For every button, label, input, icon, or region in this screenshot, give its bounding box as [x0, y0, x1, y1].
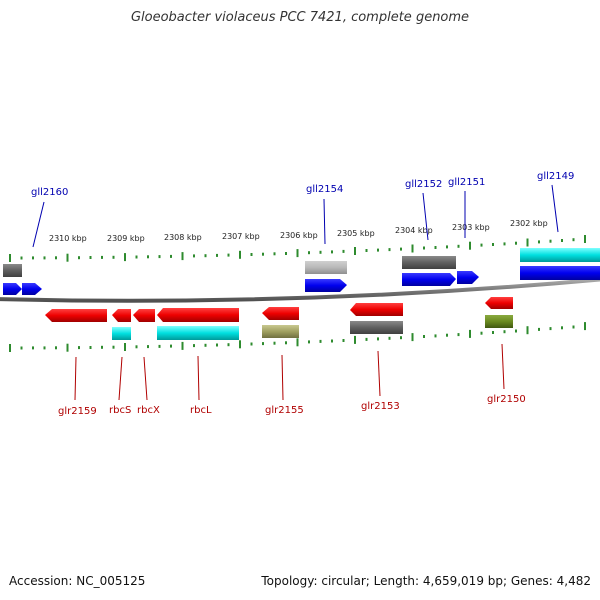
reverse-label-leaders [74, 343, 505, 401]
leader-line [118, 356, 123, 401]
leader-line [501, 343, 505, 390]
accession-text: Accession: NC_005125 [9, 574, 146, 588]
scale-label: 2304 kbp [395, 226, 433, 235]
gene-arrow [45, 309, 107, 322]
leader-line [422, 192, 429, 241]
gene-arrow [305, 279, 347, 292]
gene-arrow [402, 273, 456, 286]
cds-feature [157, 326, 239, 340]
leader-line [197, 355, 200, 401]
gene-arrow [133, 309, 155, 322]
gene-arrow [262, 307, 299, 320]
cds-feature [350, 321, 403, 334]
scale-label: 2308 kbp [164, 233, 202, 242]
leader-line [143, 356, 148, 401]
genome-stats-text: Topology: circular; Length: 4,659,019 bp… [261, 574, 591, 588]
gene-label-forward: gll2160 [31, 187, 68, 198]
gene-label-forward: gll2149 [537, 171, 574, 182]
scale-label: 2302 kbp [510, 219, 548, 228]
reverse-gene-labels: glr2159 rbcS rbcX rbcL glr2155 glr2153 g… [58, 394, 526, 417]
cds-feature [402, 256, 456, 269]
leader-line [551, 184, 559, 233]
reverse-strand-features [45, 297, 513, 340]
gene-label-forward: gll2152 [405, 179, 442, 190]
cds-feature [485, 315, 513, 328]
cds-feature [112, 327, 131, 340]
gene-arrow [350, 303, 403, 316]
gene-arrow [112, 309, 131, 322]
forward-gene-labels: gll2160 gll2154 gll2152 gll2151 gll2149 [31, 171, 574, 198]
leader-line [323, 198, 326, 245]
scale-labels: 2310 kbp 2309 kbp 2308 kbp 2307 kbp 2306… [49, 219, 548, 243]
genome-backbone [0, 277, 600, 303]
gene-label-reverse: glr2155 [265, 405, 304, 416]
gene-label-reverse: rbcX [137, 405, 160, 416]
leader-line [32, 201, 45, 248]
scale-label: 2307 kbp [222, 232, 260, 241]
leader-line [281, 354, 284, 401]
gene-label-reverse: rbcS [109, 405, 131, 416]
gene-label-reverse: glr2159 [58, 406, 97, 417]
scale-label: 2303 kbp [452, 223, 490, 232]
gene-arrow [22, 283, 42, 295]
scale-ticks-top [9, 235, 586, 262]
leader-line [377, 350, 381, 397]
leader-line [74, 356, 77, 401]
scale-label: 2309 kbp [107, 234, 145, 243]
forward-label-leaders [32, 184, 559, 248]
gene-arrow [3, 283, 22, 295]
gene-label-reverse: glr2150 [487, 394, 526, 405]
genome-title: Gloeobacter violaceus PCC 7421, complete… [130, 10, 470, 25]
gene-label-reverse: rbcL [190, 405, 212, 416]
gene-arrow [485, 297, 513, 309]
gene-label-forward: gll2154 [306, 184, 343, 195]
gene-arrow [457, 271, 479, 284]
gene-label-forward: gll2151 [448, 177, 485, 188]
forward-strand-features [3, 248, 600, 295]
scale-label: 2310 kbp [49, 234, 87, 243]
cds-feature [3, 264, 22, 277]
scale-label: 2305 kbp [337, 229, 375, 238]
cds-feature [305, 261, 347, 274]
scale-label: 2306 kbp [280, 231, 318, 240]
gene-arrow [157, 308, 239, 322]
scale-ticks-bottom [9, 322, 586, 352]
gene-label-reverse: glr2153 [361, 401, 400, 412]
cds-feature [262, 325, 299, 338]
cds-feature [520, 248, 600, 262]
gene-arrow [520, 266, 600, 280]
